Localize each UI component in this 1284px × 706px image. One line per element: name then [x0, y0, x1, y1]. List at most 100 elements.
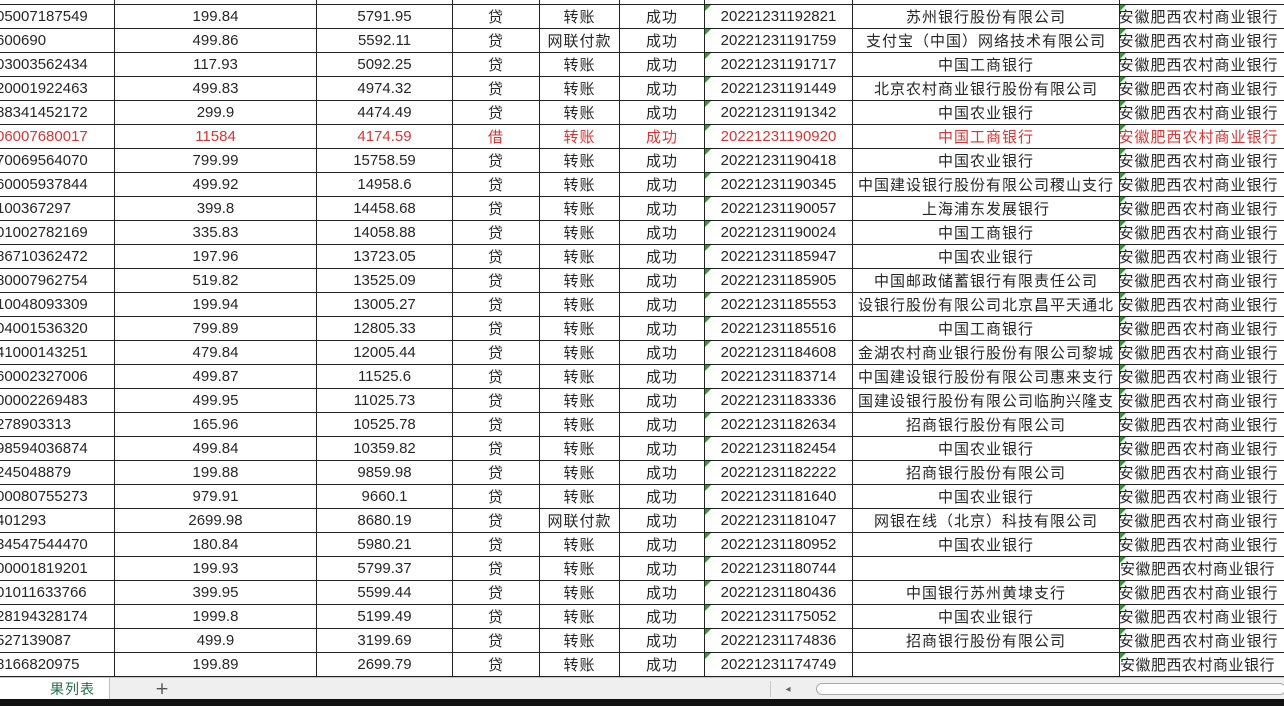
- cell-type[interactable]: 贷: [453, 101, 540, 124]
- cell-timestamp[interactable]: 20221231174749: [705, 653, 853, 676]
- cell-bank[interactable]: 中国工商银行: [853, 221, 1120, 244]
- cell-method[interactable]: 转账: [540, 197, 620, 220]
- cell-method[interactable]: 转账: [540, 437, 620, 460]
- cell-type[interactable]: 贷: [453, 533, 540, 556]
- cell-own_bank[interactable]: 安徽肥西农村商业银行: [1120, 101, 1284, 124]
- cell-bank[interactable]: 中国农业银行: [853, 533, 1120, 556]
- cell-type[interactable]: 贷: [453, 269, 540, 292]
- cell-timestamp[interactable]: 20221231190024: [705, 221, 853, 244]
- cell-type[interactable]: 贷: [453, 653, 540, 676]
- cell-status[interactable]: 成功: [620, 29, 705, 52]
- cell-balance[interactable]: 5592.11: [317, 29, 453, 52]
- cell-method[interactable]: 网联付款: [540, 29, 620, 52]
- cell-amount[interactable]: 165.96: [115, 413, 317, 436]
- cell-own_bank[interactable]: 安徽肥西农村商业银行: [1120, 413, 1284, 436]
- cell-type[interactable]: 贷: [453, 173, 540, 196]
- cell-type[interactable]: 贷: [453, 197, 540, 220]
- cell-status[interactable]: 成功: [620, 437, 705, 460]
- cell-account[interactable]: 00002269483: [0, 389, 115, 412]
- cell-type[interactable]: 贷: [453, 389, 540, 412]
- cell-own_bank[interactable]: 安徽肥西农村商业银行: [1120, 581, 1284, 604]
- cell-bank[interactable]: 中国邮政储蓄银行有限责任公司: [853, 269, 1120, 292]
- cell-balance[interactable]: 13525.09: [317, 269, 453, 292]
- cell-type[interactable]: 贷: [453, 629, 540, 652]
- cell-timestamp[interactable]: 20221231180952: [705, 533, 853, 556]
- cell-timestamp[interactable]: 20221231182222: [705, 461, 853, 484]
- cell-account[interactable]: 245048879: [0, 461, 115, 484]
- cell-type[interactable]: 贷: [453, 29, 540, 52]
- cell-bank[interactable]: 中国农业银行: [853, 605, 1120, 628]
- cell-balance[interactable]: 5599.44: [317, 581, 453, 604]
- cell-balance[interactable]: 5799.37: [317, 557, 453, 580]
- cell-timestamp[interactable]: 20221231185905: [705, 269, 853, 292]
- cell-method[interactable]: 转账: [540, 413, 620, 436]
- cell-account[interactable]: 100367297: [0, 197, 115, 220]
- cell-method[interactable]: 转账: [540, 149, 620, 172]
- cell-method[interactable]: 转账: [540, 533, 620, 556]
- add-sheet-button[interactable]: +: [154, 679, 170, 699]
- cell-bank[interactable]: 招商银行股份有限公司: [853, 461, 1120, 484]
- cell-amount[interactable]: 335.83: [115, 221, 317, 244]
- cell-own_bank[interactable]: 安徽肥西农村商业银行: [1120, 197, 1284, 220]
- cell-timestamp[interactable]: 20221231191449: [705, 77, 853, 100]
- cell-timestamp[interactable]: 20221231181047: [705, 509, 853, 532]
- cell-balance[interactable]: 13005.27: [317, 293, 453, 316]
- cell-type[interactable]: 贷: [453, 149, 540, 172]
- cell-balance[interactable]: 10359.82: [317, 437, 453, 460]
- cell-account[interactable]: 34547544470: [0, 533, 115, 556]
- cell-account[interactable]: 8166820975: [0, 653, 115, 676]
- cell-method[interactable]: 转账: [540, 269, 620, 292]
- cell-bank[interactable]: 中国建设银行股份有限公司惠来支行: [853, 365, 1120, 388]
- cell-balance[interactable]: 4474.49: [317, 101, 453, 124]
- cell-amount[interactable]: 117.93: [115, 53, 317, 76]
- cell-type[interactable]: 贷: [453, 581, 540, 604]
- cell-own_bank[interactable]: 安徽肥西农村商业银行: [1120, 245, 1284, 268]
- cell-own_bank[interactable]: 安徽肥西农村商业银行: [1120, 173, 1284, 196]
- cell-account[interactable]: 401293: [0, 509, 115, 532]
- cell-method[interactable]: 转账: [540, 461, 620, 484]
- cell-type[interactable]: 贷: [453, 293, 540, 316]
- cell-bank[interactable]: 设银行股份有限公司北京昌平天通北: [853, 293, 1120, 316]
- cell-balance[interactable]: 9660.1: [317, 485, 453, 508]
- cell-account[interactable]: 04001536320: [0, 317, 115, 340]
- cell-balance[interactable]: 3199.69: [317, 629, 453, 652]
- cell-bank[interactable]: 中国工商银行: [853, 53, 1120, 76]
- cell-type[interactable]: 贷: [453, 77, 540, 100]
- cell-method[interactable]: 转账: [540, 653, 620, 676]
- cell-method[interactable]: 转账: [540, 317, 620, 340]
- cell-balance[interactable]: 12005.44: [317, 341, 453, 364]
- cell-own_bank[interactable]: 安徽肥西农村商业银行: [1120, 437, 1284, 460]
- cell-method[interactable]: 转账: [540, 485, 620, 508]
- cell-own_bank[interactable]: 安徽肥西农村商业银行: [1120, 653, 1284, 676]
- cell-account[interactable]: 10048093309: [0, 293, 115, 316]
- cell-method[interactable]: 转账: [540, 629, 620, 652]
- cell-amount[interactable]: 199.84: [115, 5, 317, 28]
- cell-type[interactable]: 贷: [453, 437, 540, 460]
- cell-method[interactable]: 转账: [540, 557, 620, 580]
- cell-own_bank[interactable]: 安徽肥西农村商业银行: [1120, 53, 1284, 76]
- cell-method[interactable]: 转账: [540, 53, 620, 76]
- cell-balance[interactable]: 14958.6: [317, 173, 453, 196]
- cell-status[interactable]: 成功: [620, 485, 705, 508]
- cell-status[interactable]: 成功: [620, 5, 705, 28]
- cell-amount[interactable]: 199.89: [115, 653, 317, 676]
- cell-amount[interactable]: 499.87: [115, 365, 317, 388]
- cell-status[interactable]: 成功: [620, 269, 705, 292]
- cell-status[interactable]: 成功: [620, 173, 705, 196]
- cell-account[interactable]: 06007680017: [0, 125, 115, 148]
- cell-own_bank[interactable]: 安徽肥西农村商业银行: [1120, 557, 1284, 580]
- cell-balance[interactable]: 5791.95: [317, 5, 453, 28]
- cell-method[interactable]: 转账: [540, 221, 620, 244]
- cell-bank[interactable]: 中国银行苏州黄埭支行: [853, 581, 1120, 604]
- cell-status[interactable]: 成功: [620, 341, 705, 364]
- cell-account[interactable]: 527139087: [0, 629, 115, 652]
- cell-bank[interactable]: 中国农业银行: [853, 437, 1120, 460]
- cell-amount[interactable]: 399.95: [115, 581, 317, 604]
- cell-timestamp[interactable]: 20221231183336: [705, 389, 853, 412]
- cell-amount[interactable]: 979.91: [115, 485, 317, 508]
- cell-bank[interactable]: 苏州银行股份有限公司: [853, 5, 1120, 28]
- cell-type[interactable]: 贷: [453, 605, 540, 628]
- cell-bank[interactable]: 支付宝（中国）网络技术有限公司: [853, 29, 1120, 52]
- cell-method[interactable]: 转账: [540, 173, 620, 196]
- cell-status[interactable]: 成功: [620, 413, 705, 436]
